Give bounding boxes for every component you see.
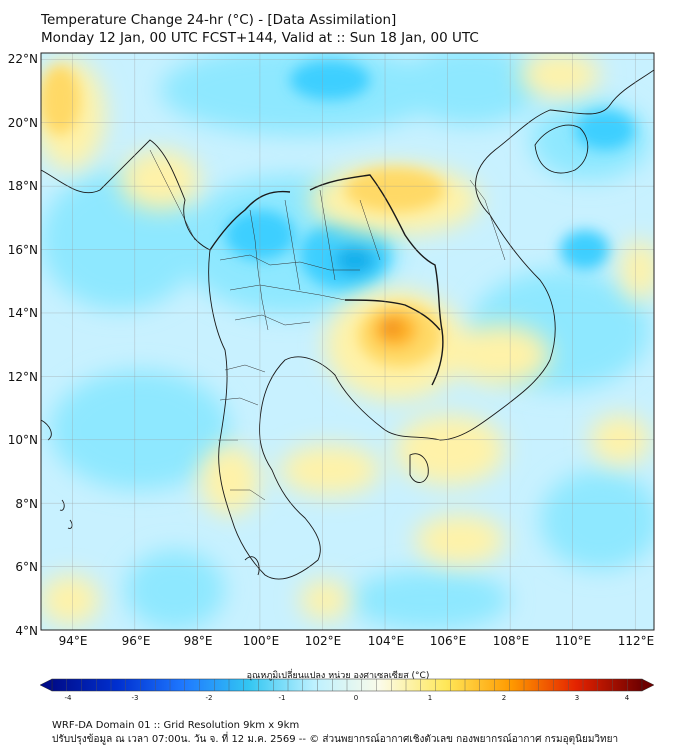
- lat-label-16: 16°N: [7, 243, 38, 257]
- chart-title: Temperature Change 24-hr (°C) - [Data As…: [41, 12, 397, 28]
- map-frame: [40, 52, 655, 631]
- lat-label-20: 20°N: [7, 116, 38, 130]
- lat-label-18: 18°N: [7, 179, 38, 193]
- colorbar-tick: -4: [64, 694, 72, 702]
- colorbar-tick: 1: [427, 694, 433, 702]
- lon-label-94: 94°E: [58, 634, 88, 648]
- colorbar-tick: -1: [278, 694, 286, 702]
- colorbar-tick: 0: [353, 694, 359, 702]
- lat-label-14: 14°N: [7, 306, 38, 320]
- country-borders: [209, 174, 444, 386]
- lon-label-106: 106°E: [429, 634, 467, 648]
- lon-label-112: 112°E: [617, 634, 655, 648]
- lon-label-110: 110°E: [554, 634, 592, 648]
- lon-label-104: 104°E: [367, 634, 405, 648]
- lat-label-22: 22°N: [7, 52, 38, 66]
- lat-label-10: 10°N: [7, 433, 38, 447]
- strong-warm-anomalies: [41, 65, 445, 367]
- colorbar-tick: -2: [205, 694, 213, 702]
- colorbar-minor-ticks: [66, 679, 628, 691]
- lat-label-8: 8°N: [15, 497, 38, 511]
- colorbar-tick: -3: [131, 694, 139, 702]
- colorbar-tick: 4: [624, 694, 630, 702]
- colorbar-low-extension: [39, 678, 53, 692]
- colorbar-label: อุณหภูมิเปลี่ยนแปลง หน่วย องศาเซลเซียส (…: [246, 671, 430, 681]
- lat-label-6: 6°N: [15, 560, 38, 574]
- lon-label-102: 102°E: [304, 634, 342, 648]
- lon-label-108: 108°E: [492, 634, 530, 648]
- footer-credit: ปรับปรุงข้อมูล ณ เวลา 07:00น. วัน จ. ที่…: [52, 734, 619, 745]
- colorbar-tick: 3: [574, 694, 580, 702]
- colorbar-tick: 2: [501, 694, 507, 702]
- lat-label-4: 4°N: [15, 624, 38, 638]
- lat-label-12: 12°N: [7, 370, 38, 384]
- lon-label-98: 98°E: [183, 634, 213, 648]
- lon-label-96: 96°E: [121, 634, 151, 648]
- colorbar-high-extension: [641, 678, 655, 692]
- footer-model-info: WRF-DA Domain 01 :: Grid Resolution 9km …: [52, 720, 300, 731]
- chart-subtitle: Monday 12 Jan, 00 UTC FCST+144, Valid at…: [41, 30, 479, 46]
- lon-label-100: 100°E: [242, 634, 280, 648]
